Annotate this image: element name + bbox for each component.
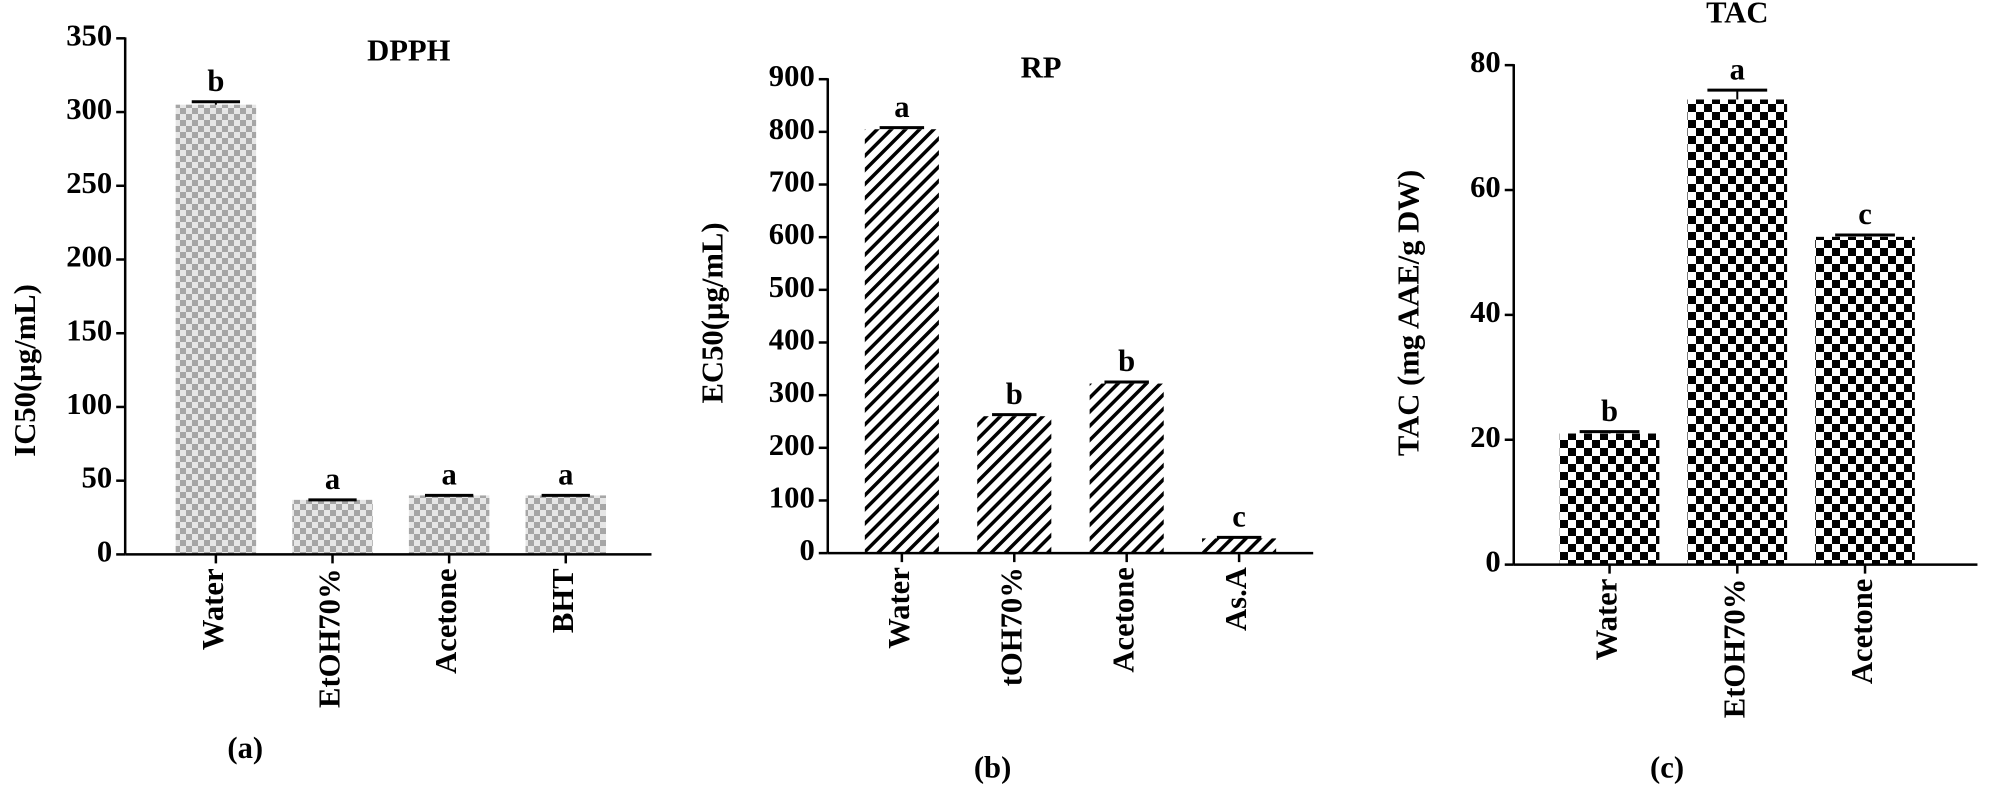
bar — [977, 416, 1052, 554]
y-tick-label: 60 — [1470, 170, 1501, 204]
panel-label: (a) — [227, 731, 263, 765]
x-tick-label: Water — [882, 567, 916, 649]
y-tick-label: 100 — [769, 480, 815, 514]
annotation: b — [207, 64, 224, 98]
bar — [525, 495, 607, 555]
x-tick-label: BHT — [546, 568, 580, 633]
bar — [1687, 99, 1788, 565]
annotation: a — [1730, 52, 1745, 86]
y-tick-label: 200 — [66, 240, 112, 274]
y-tick-label: 200 — [769, 428, 815, 462]
bar — [1202, 538, 1277, 554]
y-axis-label: EC50(µg/mL) — [695, 222, 729, 403]
y-tick-label: 600 — [769, 217, 815, 251]
y-tick-label: 50 — [82, 461, 113, 495]
annotation: b — [1118, 344, 1135, 378]
y-tick-label: 700 — [769, 165, 815, 199]
x-tick-label: Acetone — [429, 568, 463, 674]
y-tick-label: 100 — [66, 387, 112, 421]
panel-label: (b) — [974, 750, 1011, 784]
bar — [1815, 236, 1915, 565]
bar — [1559, 433, 1660, 565]
y-tick-label: 800 — [769, 112, 815, 146]
annotation: a — [894, 90, 909, 124]
annotation: a — [325, 462, 340, 496]
x-tick-label: EtOH70% — [313, 568, 347, 708]
bar — [864, 129, 939, 554]
y-axis-label: IC50(µg/mL) — [8, 284, 42, 457]
y-tick-label: 40 — [1470, 295, 1501, 329]
annotation: b — [1006, 377, 1023, 411]
annotation: a — [441, 458, 456, 492]
annotation: c — [1858, 197, 1872, 231]
chart-title: DPPH — [367, 34, 451, 68]
y-tick-label: 0 — [1485, 545, 1500, 579]
y-tick-label: 900 — [769, 59, 815, 93]
chart-title: RP — [1021, 50, 1062, 84]
bar — [1089, 383, 1164, 554]
y-tick-label: 500 — [769, 270, 815, 304]
x-tick-label: Water — [1590, 579, 1624, 661]
y-tick-label: 150 — [66, 313, 112, 347]
y-tick-label: 300 — [66, 92, 112, 126]
y-tick-label: 80 — [1470, 45, 1501, 79]
y-axis-label: TAC (mg AAE/g DW) — [1392, 170, 1426, 456]
bar — [292, 499, 373, 555]
x-tick-label: tOH70% — [994, 567, 1028, 686]
annotation: c — [1232, 499, 1246, 533]
x-tick-label: Acetone — [1107, 567, 1141, 673]
y-tick-label: 300 — [769, 375, 815, 409]
y-tick-label: 250 — [66, 166, 112, 200]
bar — [408, 495, 490, 555]
x-tick-label: As.A — [1219, 567, 1253, 631]
x-tick-label: Acetone — [1845, 579, 1879, 685]
y-tick-label: 20 — [1470, 420, 1501, 454]
y-tick-label: 0 — [799, 533, 814, 567]
y-tick-label: 0 — [97, 534, 112, 568]
x-tick-label: Water — [196, 568, 230, 650]
bar — [175, 104, 257, 555]
annotation: a — [558, 458, 573, 492]
y-tick-label: 350 — [66, 18, 112, 52]
chart-title: TAC — [1706, 0, 1768, 29]
x-tick-label: EtOH70% — [1717, 579, 1751, 719]
panel-label: (c) — [1650, 750, 1684, 784]
y-tick-label: 400 — [769, 323, 815, 357]
annotation: b — [1601, 394, 1618, 428]
